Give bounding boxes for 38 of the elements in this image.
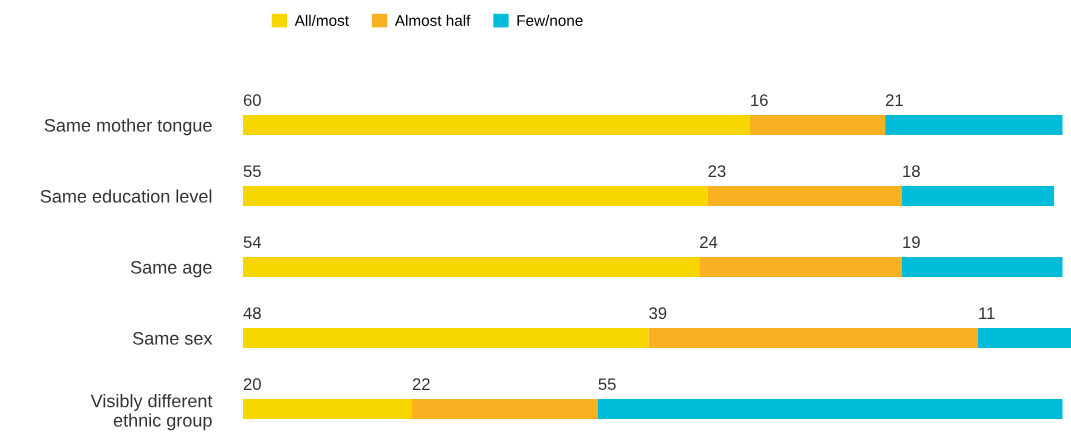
data-label: 48 bbox=[243, 307, 261, 320]
legend-label: All/most bbox=[294, 14, 349, 26]
bar bbox=[707, 186, 903, 207]
data-label: 20 bbox=[243, 378, 261, 391]
bar bbox=[902, 186, 1055, 207]
bar bbox=[597, 399, 1063, 420]
data-label: 39 bbox=[649, 307, 667, 320]
bar bbox=[243, 257, 700, 278]
bar bbox=[978, 328, 1071, 349]
data-label: 18 bbox=[903, 165, 920, 178]
data-label: 55 bbox=[243, 165, 261, 178]
data-label: 60 bbox=[243, 94, 261, 107]
legend-label: Few/none bbox=[517, 14, 583, 26]
data-label: 22 bbox=[412, 378, 430, 390]
data-label: 16 bbox=[751, 94, 768, 107]
y-tick-label: Visibly different ethnic group bbox=[90, 394, 213, 431]
bar bbox=[902, 257, 1063, 278]
data-label: 55 bbox=[598, 378, 616, 391]
bar bbox=[243, 186, 708, 207]
bar bbox=[699, 257, 903, 278]
data-label: 11 bbox=[979, 307, 995, 319]
data-label: 54 bbox=[243, 236, 262, 249]
y-tick-label: Same education level bbox=[40, 189, 212, 203]
bar bbox=[411, 399, 598, 420]
data-label: 24 bbox=[700, 236, 718, 248]
bar bbox=[243, 399, 412, 420]
bar bbox=[243, 328, 649, 349]
data-label: 21 bbox=[885, 94, 903, 106]
y-tick-label: Same sex bbox=[132, 331, 213, 345]
y-tick-label: Same mother tongue bbox=[44, 118, 212, 136]
bar bbox=[885, 115, 1063, 136]
bar bbox=[749, 115, 886, 136]
data-label: 19 bbox=[903, 236, 920, 249]
y-tick-label: Same age bbox=[130, 260, 212, 278]
legend-label: Almost half bbox=[394, 14, 471, 26]
data-label: 23 bbox=[708, 165, 726, 178]
bar bbox=[243, 115, 750, 136]
bar bbox=[648, 328, 979, 349]
